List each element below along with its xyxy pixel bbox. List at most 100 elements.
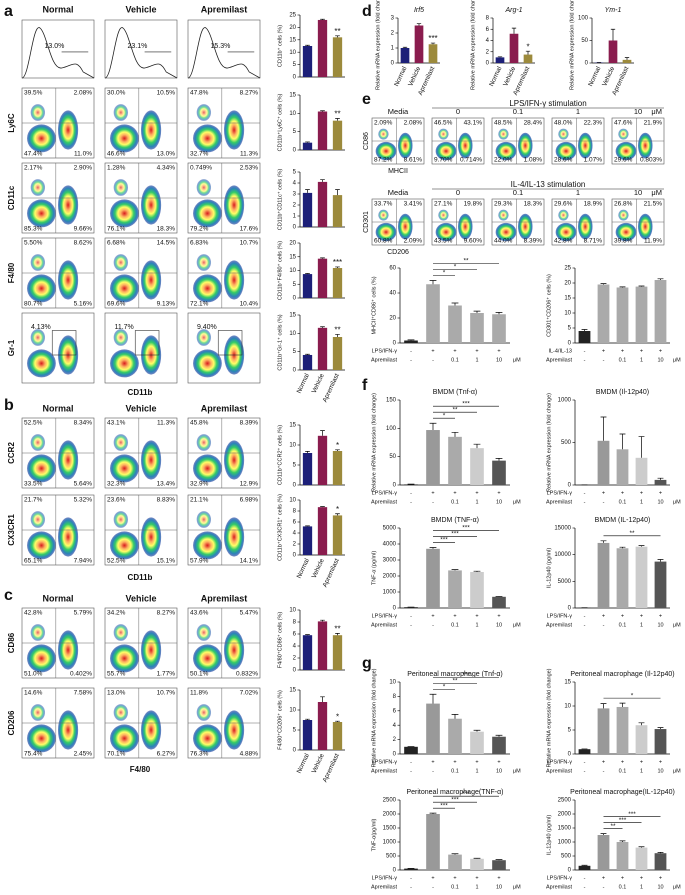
row-cell: 0.1	[451, 768, 459, 774]
density	[193, 124, 222, 153]
error-bar	[657, 477, 664, 480]
y-tick-label: 10	[289, 50, 296, 56]
y-tick-label: 0	[568, 752, 572, 758]
quadrant-percent: 8.39%	[240, 420, 259, 427]
density	[27, 199, 56, 228]
row-cell: -	[432, 768, 434, 774]
row-cell: -	[603, 357, 605, 363]
bar	[317, 507, 328, 555]
error-bar	[657, 852, 664, 854]
row-label: Apremilast	[371, 499, 397, 505]
x-tick-label: Vehicle	[311, 752, 326, 774]
quadrant-percent: 11.8%	[190, 690, 208, 697]
y-tick-label: 10000	[554, 552, 571, 558]
significance: *	[336, 712, 339, 721]
y-tick-label: 4	[293, 181, 297, 187]
y-tick-label: 25	[289, 13, 296, 19]
row-cell: +	[621, 613, 624, 619]
error-bar	[335, 513, 340, 516]
bar	[404, 340, 418, 343]
bar	[302, 192, 313, 227]
quadrant-percent: 43.1%	[107, 420, 126, 427]
error-bar	[320, 18, 325, 20]
row-cell: -	[432, 884, 434, 890]
quadrant-percent: 6.98%	[240, 497, 259, 504]
bar	[597, 835, 610, 870]
density	[110, 644, 139, 673]
y-axis-label: F4/80⁺CD206⁺ cells (%)	[276, 690, 283, 750]
quadrant-percent: 0.803%	[640, 157, 662, 164]
error-bar	[497, 56, 503, 58]
error-bar	[335, 633, 340, 636]
y-tick-label: 5	[293, 170, 297, 176]
density	[196, 511, 212, 528]
density	[193, 274, 222, 303]
bar	[523, 54, 533, 63]
bar	[302, 142, 313, 150]
bar	[414, 25, 424, 63]
row-cell: 10	[496, 884, 502, 890]
row-cell: -	[432, 357, 434, 363]
row-cell: -	[410, 884, 412, 890]
significance: ***	[619, 817, 627, 824]
quadrant-percent: 15.1%	[157, 558, 176, 565]
density	[558, 128, 569, 140]
row-cell: 0.1	[619, 357, 627, 363]
row-cell: 0.1	[451, 357, 459, 363]
plot-frame	[21, 19, 95, 79]
marker-label: Gr-1	[7, 339, 16, 356]
row-cell: -	[603, 622, 605, 628]
row-label: LPS/IFN-γ	[372, 875, 398, 881]
row-cell: -	[584, 490, 586, 496]
y-tick-label: 0	[293, 75, 297, 81]
row-label: Apremilast	[546, 622, 572, 628]
density	[30, 624, 46, 641]
row-cell: +	[431, 875, 434, 881]
quadrant-percent: 21.7%	[24, 497, 43, 504]
y-tick-label: 150	[386, 398, 397, 404]
row-cell: +	[431, 759, 434, 765]
error-bar	[429, 422, 437, 431]
bar	[400, 48, 410, 63]
row-cell: +	[602, 348, 605, 354]
y-axis-label: Relative mRNA expression (fold change)	[546, 393, 552, 492]
density	[58, 110, 79, 150]
error-bar	[525, 50, 531, 55]
bar	[654, 729, 667, 754]
marker-label: Ly6C	[7, 113, 16, 132]
error-bar	[305, 189, 310, 193]
row-cell: 1	[475, 357, 478, 363]
quadrant-percent: 52.5%	[24, 420, 43, 427]
quadrant-percent: 14.6%	[24, 690, 43, 697]
y-tick-label: 15	[289, 254, 296, 260]
density	[193, 454, 222, 483]
bar	[616, 287, 629, 343]
bar	[317, 702, 328, 750]
error-bar	[619, 702, 626, 707]
y-tick-label: 0	[293, 225, 297, 231]
error-bar	[335, 189, 340, 196]
bar	[470, 313, 484, 343]
column-header: Apremilast	[201, 593, 248, 603]
unit: μM	[513, 357, 521, 363]
row-label: Apremilast	[371, 884, 397, 890]
column-header: Apremilast	[201, 4, 248, 14]
y-tick-label: 1000	[558, 840, 572, 846]
gate-percent: 4.13%	[31, 324, 51, 331]
error-bar	[495, 859, 503, 861]
column-header: 10	[634, 107, 642, 116]
row-cell: 10	[657, 622, 663, 628]
density	[193, 349, 222, 378]
quadrant-percent: 18.3%	[524, 201, 543, 208]
density	[615, 141, 637, 161]
bar	[509, 33, 519, 63]
row-cell: +	[659, 348, 662, 354]
row-cell: -	[410, 622, 412, 628]
quadrant-percent: 52.5%	[107, 558, 126, 565]
bar	[317, 258, 328, 298]
density	[438, 128, 449, 140]
y-tick-label: 2500	[383, 798, 397, 804]
error-bar	[320, 696, 325, 702]
bar	[448, 305, 462, 343]
row-cell: +	[602, 875, 605, 881]
